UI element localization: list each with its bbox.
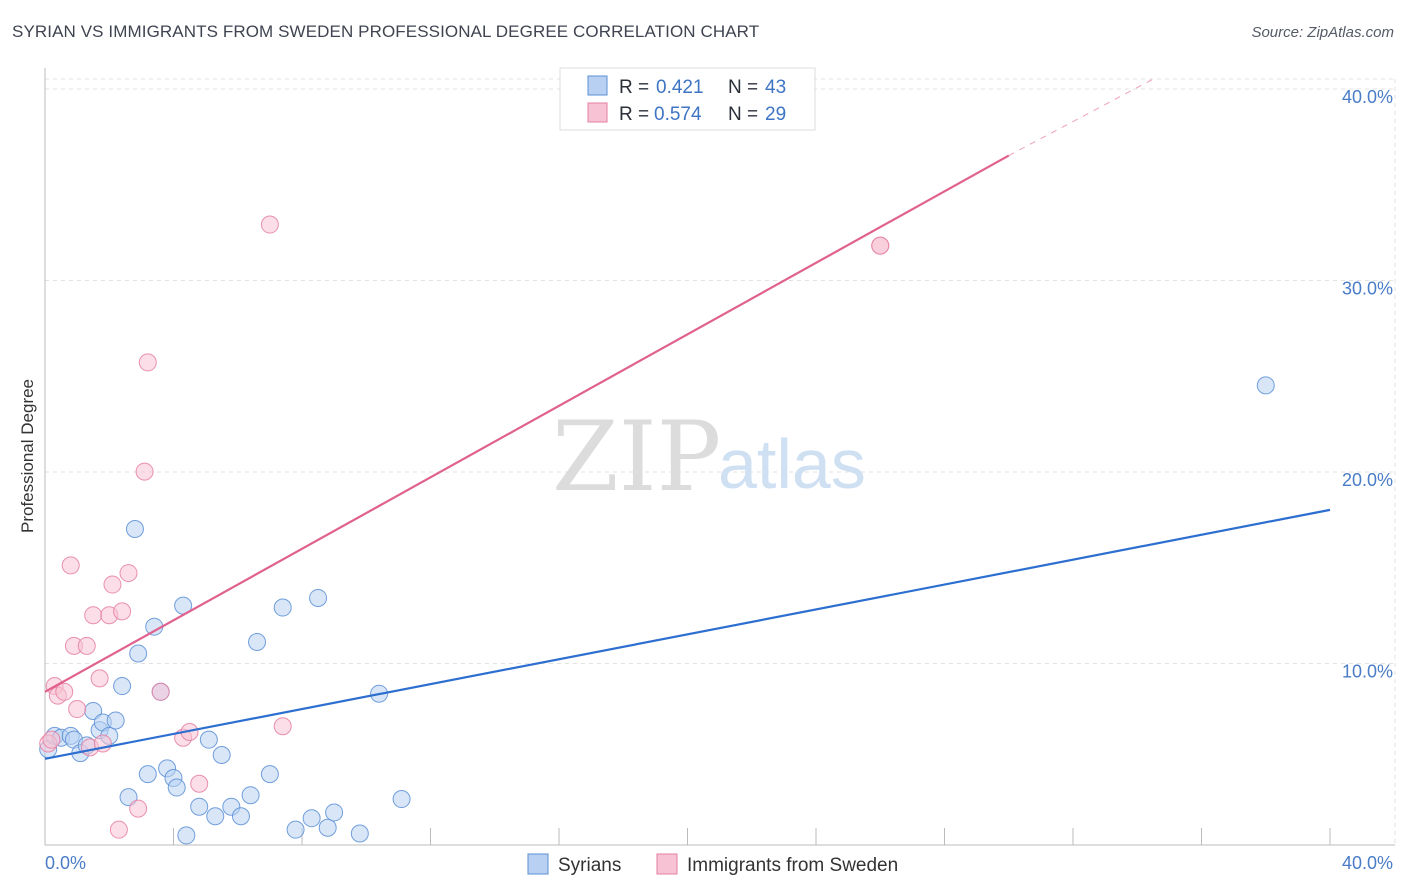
legend-r-value-2: 0.574 xyxy=(654,104,702,125)
legend-swatch-syrians xyxy=(587,75,608,96)
legend-swatch-sweden xyxy=(587,102,608,123)
trend-line-syrians xyxy=(44,508,1331,760)
syrians-point-15 xyxy=(129,644,148,663)
sweden-point-10 xyxy=(90,669,109,688)
syrians-point-31 xyxy=(248,633,267,652)
sweden-point-24 xyxy=(260,215,279,234)
syrians-point-36 xyxy=(309,588,328,607)
sweden-point-4 xyxy=(61,556,80,575)
syrians-point-29 xyxy=(231,807,250,826)
watermark-atlas: atlas xyxy=(718,425,866,503)
syrians-point-24 xyxy=(190,797,209,816)
sweden-point-3 xyxy=(55,682,74,701)
y-tick-label-0: 10.0% xyxy=(1342,662,1393,682)
syrians-point-11 xyxy=(106,711,125,730)
chart-source: Source: ZipAtlas.com xyxy=(1251,24,1394,41)
legend: R = 0.421 N = 43 R = 0.574 N = 29 xyxy=(559,67,816,131)
syrians-point-41 xyxy=(392,790,411,809)
legend-n-label-1: N = xyxy=(728,77,758,98)
y-tick-labels: 10.0% 20.0% 30.0% 40.0% xyxy=(1342,87,1393,682)
y-tick-label-3: 40.0% xyxy=(1342,87,1393,107)
syrians-point-16 xyxy=(138,765,157,784)
y-tick-label-1: 20.0% xyxy=(1342,470,1393,490)
legend-r-value-1: 0.421 xyxy=(656,77,704,98)
syrians-point-23 xyxy=(177,826,196,845)
sweden-point-6 xyxy=(68,700,87,719)
x-tick-label-1: 40.0% xyxy=(1342,853,1393,873)
x-tick-labels: 0.0% 40.0% xyxy=(45,853,1393,873)
legend-r-label-1: R = xyxy=(619,77,649,98)
sweden-point-18 xyxy=(135,462,154,481)
legend-n-label-2: N = xyxy=(728,104,758,125)
sweden-point-15 xyxy=(113,602,132,621)
legend-n-value-1: 43 xyxy=(765,77,786,98)
bottom-legend-label-syrians: Syrians xyxy=(558,855,621,876)
syrians-point-33 xyxy=(273,598,292,617)
syrians-point-30 xyxy=(241,786,260,805)
syrians-point-37 xyxy=(318,818,337,837)
syrians-point-26 xyxy=(206,807,225,826)
sweden-point-16 xyxy=(119,564,138,583)
sweden-point-25 xyxy=(273,717,292,736)
sweden-point-28 xyxy=(42,730,61,749)
bottom-legend-label-sweden: Immigrants from Sweden xyxy=(687,855,898,876)
syrians-point-39 xyxy=(350,824,369,843)
syrians-point-32 xyxy=(260,765,279,784)
sweden-point-27 xyxy=(871,236,890,255)
sweden-point-7 xyxy=(77,636,96,655)
legend-r-label-2: R = xyxy=(619,104,649,125)
syrians-point-21 xyxy=(167,778,186,797)
sweden-point-9 xyxy=(84,606,103,625)
syrians-point-25 xyxy=(199,730,218,749)
chart-title: SYRIAN VS IMMIGRANTS FROM SWEDEN PROFESS… xyxy=(12,22,760,41)
sweden-point-20 xyxy=(151,682,170,701)
trend-line-sweden-extension xyxy=(1008,78,1154,157)
syrians-point-42 xyxy=(1256,376,1275,395)
bottom-legend: Syrians Immigrants from Sweden xyxy=(527,853,898,876)
axes xyxy=(44,68,1395,846)
trend-line-sweden xyxy=(44,154,1010,693)
sweden-point-13 xyxy=(103,575,122,594)
trend-lines xyxy=(44,78,1331,760)
syrians-point-34 xyxy=(286,820,305,839)
syrians-point-12 xyxy=(113,677,132,696)
y-tick-label-2: 30.0% xyxy=(1342,279,1393,299)
x-tick-label-0: 0.0% xyxy=(45,853,86,873)
syrians-point-13 xyxy=(119,788,138,807)
sweden-point-17 xyxy=(129,799,148,818)
bottom-legend-swatch-syrians xyxy=(527,853,549,875)
sweden-point-19 xyxy=(138,353,157,372)
sweden-point-14 xyxy=(109,820,128,839)
bottom-legend-swatch-sweden xyxy=(656,853,678,875)
syrians-point-27 xyxy=(212,745,231,764)
legend-n-value-2: 29 xyxy=(765,104,786,125)
syrians-point-14 xyxy=(125,520,144,539)
syrians-point-38 xyxy=(325,803,344,822)
syrians-point-35 xyxy=(302,809,321,828)
series-sweden-points xyxy=(39,215,890,839)
watermark-zip: ZIP xyxy=(552,401,721,513)
y-axis-label: Professional Degree xyxy=(18,379,37,533)
sweden-point-23 xyxy=(190,774,209,793)
